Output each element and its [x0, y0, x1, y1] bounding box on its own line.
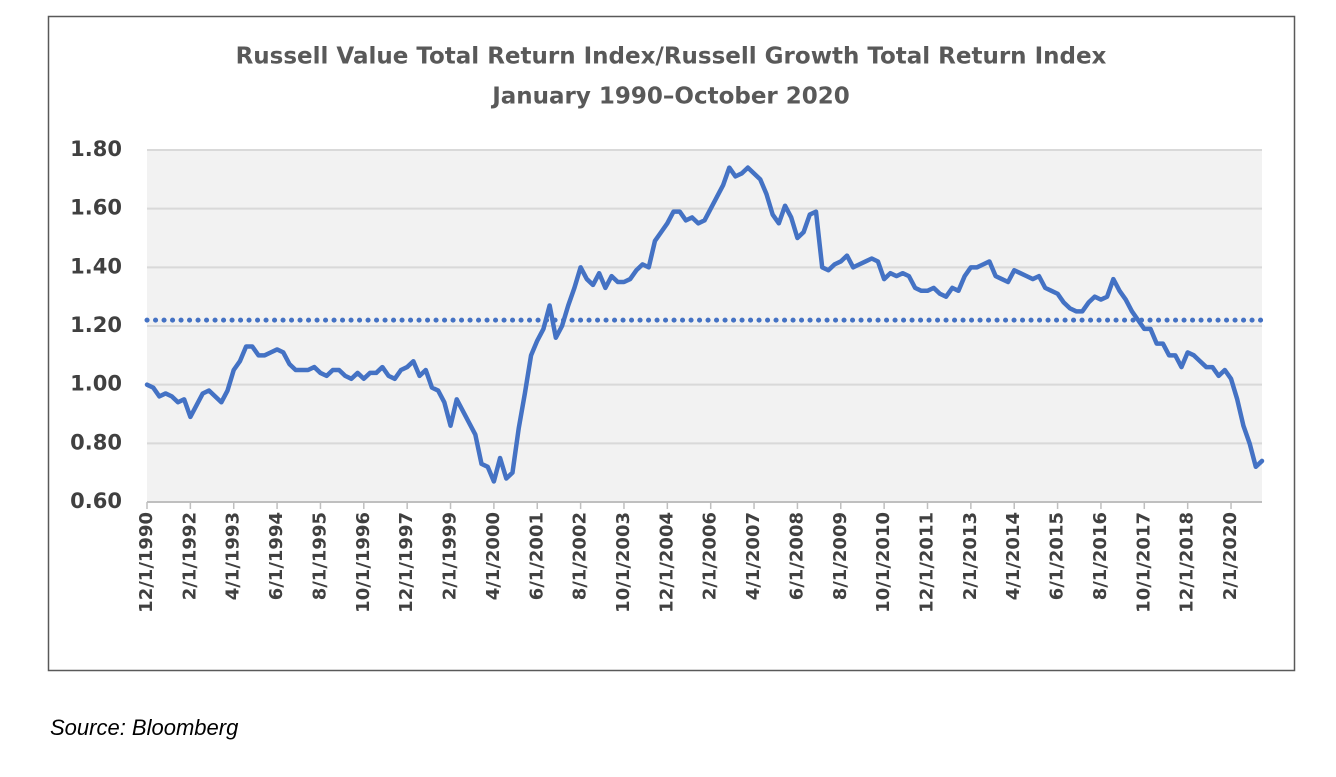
x-tick-label: 8/1/2016 [1090, 512, 1111, 600]
y-tick-label: 1.40 [70, 254, 122, 278]
y-tick-label: 0.60 [70, 489, 122, 513]
x-tick-label: 8/1/2002 [570, 512, 591, 600]
x-tick-label: 6/1/2008 [786, 512, 807, 600]
x-tick-label: 10/1/2017 [1133, 512, 1154, 613]
source-note: Source: Bloomberg [50, 715, 239, 740]
x-tick-label: 6/1/1994 [266, 512, 287, 600]
x-tick-label: 4/1/2014 [1003, 512, 1024, 600]
x-tick-label: 10/1/2003 [613, 512, 634, 613]
y-tick-label: 1.60 [70, 196, 122, 220]
x-tick-label: 4/1/2000 [483, 512, 504, 600]
x-tick-label: 10/1/2010 [873, 512, 894, 613]
data-line [144, 165, 1265, 484]
x-tick-label: 8/1/2009 [830, 512, 851, 600]
chart-title: Russell Value Total Return Index/Russell… [236, 44, 1107, 70]
x-tick-label: 2/1/1992 [179, 512, 200, 600]
x-tick-label: 2/1/1999 [440, 512, 461, 600]
x-tick-label: 12/1/2011 [917, 512, 938, 613]
y-tick-label: 1.00 [70, 372, 122, 396]
x-tick-label: 2/1/2006 [700, 512, 721, 600]
x-tick-label: 6/1/2015 [1047, 512, 1068, 600]
x-tick-label: 12/1/2018 [1177, 512, 1198, 613]
x-tick-label: 10/1/1996 [353, 512, 374, 613]
chart-subtitle: January 1990–October 2020 [490, 84, 850, 110]
x-tick-label: 2/1/2020 [1220, 512, 1241, 600]
x-tick-label: 12/1/1997 [396, 512, 417, 613]
x-tick-label: 4/1/2007 [743, 512, 764, 600]
x-tick-label: 2/1/2013 [960, 512, 981, 600]
y-tick-label: 0.80 [70, 430, 122, 454]
y-tick-label: 1.20 [70, 313, 122, 337]
x-tick-label: 4/1/1993 [223, 512, 244, 600]
y-tick-label: 1.80 [70, 137, 122, 161]
x-tick-label: 12/1/1990 [136, 512, 157, 613]
x-tick-label: 12/1/2004 [656, 512, 677, 613]
x-tick-label: 8/1/1995 [309, 512, 330, 600]
x-tick-label: 6/1/2001 [526, 512, 547, 600]
